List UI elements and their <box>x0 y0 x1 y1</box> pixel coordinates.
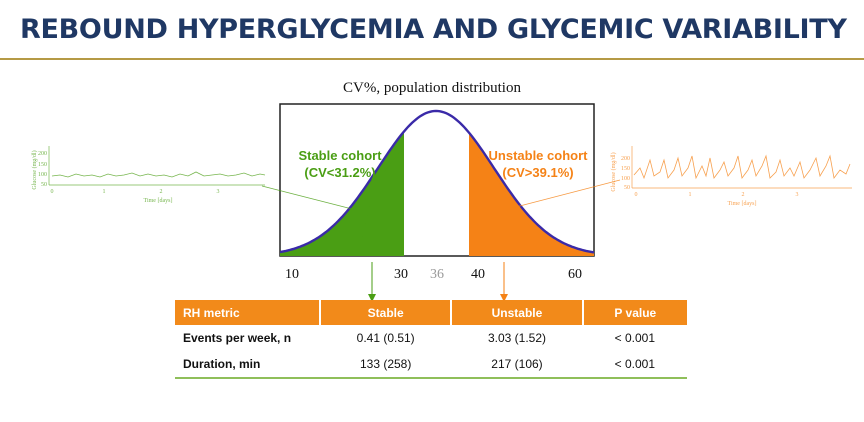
left-y-tick-100: 100 <box>38 172 47 178</box>
right-x-tick-2: 2 <box>742 192 745 198</box>
left-x-tick-3: 3 <box>217 189 220 195</box>
right-trace-xlabel: Time [days] <box>728 201 757 207</box>
slide-title: REBOUND HYPERGLYCEMIA AND GLYCEMIC VARIA… <box>20 14 847 45</box>
right-y-tick-50: 50 <box>624 185 630 191</box>
left-y-tick-50: 50 <box>41 182 47 188</box>
right-trace-ylabel: Glucose (mg/dl) <box>610 152 617 191</box>
right-y-tick-200: 200 <box>621 156 630 162</box>
stable-label-line1: Stable cohort <box>298 148 382 163</box>
right-x-tick-3: 3 <box>796 192 799 198</box>
header-rh-metric: RH metric <box>175 300 320 325</box>
p-value: < 0.001 <box>614 331 656 345</box>
left-x-tick-0: 0 <box>51 189 54 195</box>
unstable-connector <box>511 179 621 209</box>
unstable-cohort-peak <box>469 152 590 256</box>
unstable-value: 217 (106) <box>451 351 583 379</box>
x-tick-60: 60 <box>568 267 582 282</box>
left-y-tick-200: 200 <box>38 151 47 157</box>
stable-area-group <box>280 131 404 256</box>
table-header-row: RH metric Stable Unstable P value <box>175 300 687 325</box>
stable-arrow-head <box>368 294 376 302</box>
header-unstable: Unstable <box>450 300 583 325</box>
unstable-area-group <box>469 132 594 256</box>
unstable-label-line2: (CV>39.1%) <box>502 165 573 180</box>
right-x-tick-0: 0 <box>635 192 638 198</box>
right-x-tick-1: 1 <box>689 192 692 198</box>
x-tick-36: 36 <box>430 267 444 282</box>
left-trace-xlabel: Time [days] <box>144 198 173 204</box>
bell-curve <box>280 109 594 254</box>
table-row: Events per week, n 0.41 (0.51) 3.03 (1.5… <box>175 325 687 351</box>
figure-subtitle: CV%, population distribution <box>343 80 521 96</box>
unstable-value: 3.03 (1.52) <box>487 331 547 345</box>
right-y-tick-150: 150 <box>621 166 630 172</box>
right-trace-line <box>633 154 851 180</box>
x-tick-40: 40 <box>471 267 485 282</box>
left-trace-ylabel: Glucose (mg/dl) <box>31 150 38 189</box>
p-value: < 0.001 <box>582 351 687 379</box>
unstable-label-line1: Unstable cohort <box>489 148 589 163</box>
row-label: Events per week, n <box>183 331 292 345</box>
table-row: Duration, min 133 (258) 217 (106) < 0.00… <box>175 351 687 379</box>
rh-metrics-table: RH metric Stable Unstable P value Events… <box>175 300 687 379</box>
title-divider <box>0 58 864 60</box>
x-tick-30: 30 <box>394 267 408 282</box>
unstable-glucose-trace: Glucose (mg/dl) 200 150 100 50 0 1 2 3 T… <box>610 146 852 207</box>
stable-value: 0.41 (0.51) <box>356 331 415 345</box>
left-x-tick-1: 1 <box>103 189 106 195</box>
stable-value: 133 (258) <box>320 351 452 379</box>
left-x-tick-2: 2 <box>160 189 163 195</box>
stable-label-line2: (CV<31.2%) <box>304 165 375 180</box>
left-y-tick-150: 150 <box>38 162 47 168</box>
left-trace-line <box>51 171 266 178</box>
unstable-arrow-head <box>500 294 508 302</box>
stable-connector <box>261 185 357 211</box>
header-p-value: P value <box>581 300 687 325</box>
x-tick-10: 10 <box>285 267 299 282</box>
row-label: Duration, min <box>175 351 320 379</box>
stable-cohort-peak <box>358 150 404 256</box>
right-y-tick-100: 100 <box>621 176 630 182</box>
stable-glucose-trace: Glucose (mg/dl) 200 150 100 50 0 1 2 3 T… <box>31 146 266 204</box>
header-stable: Stable <box>318 300 452 325</box>
